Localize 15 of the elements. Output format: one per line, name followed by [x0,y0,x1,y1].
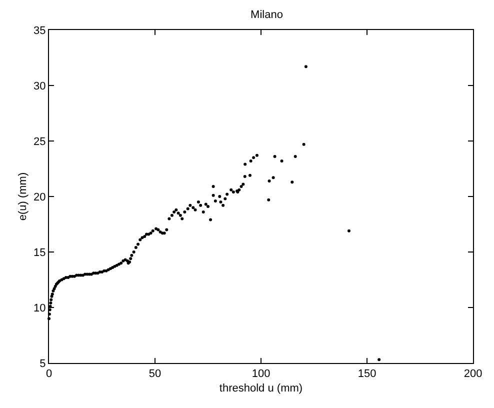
x-tick-label: 200 [464,368,482,380]
y-tick-label: 15 [34,246,46,259]
x-axis-title: threshold u (mm) [219,382,303,394]
y-tick-label: 5 [40,358,46,370]
y-tick-label: 25 [34,136,46,148]
y-axis-title: e(u) (mm) [17,172,30,221]
chart-title: Milano [250,8,283,21]
x-tick-label: 150 [358,368,376,380]
y-tick-label: 35 [34,24,46,37]
x-tick-label: 100 [252,368,270,380]
x-tick-label: 0 [46,368,52,380]
x-tick-label: 50 [148,368,162,380]
y-tick-label: 20 [34,191,46,204]
y-tick-label: 10 [34,302,46,314]
y-tick-label: 30 [34,80,46,92]
